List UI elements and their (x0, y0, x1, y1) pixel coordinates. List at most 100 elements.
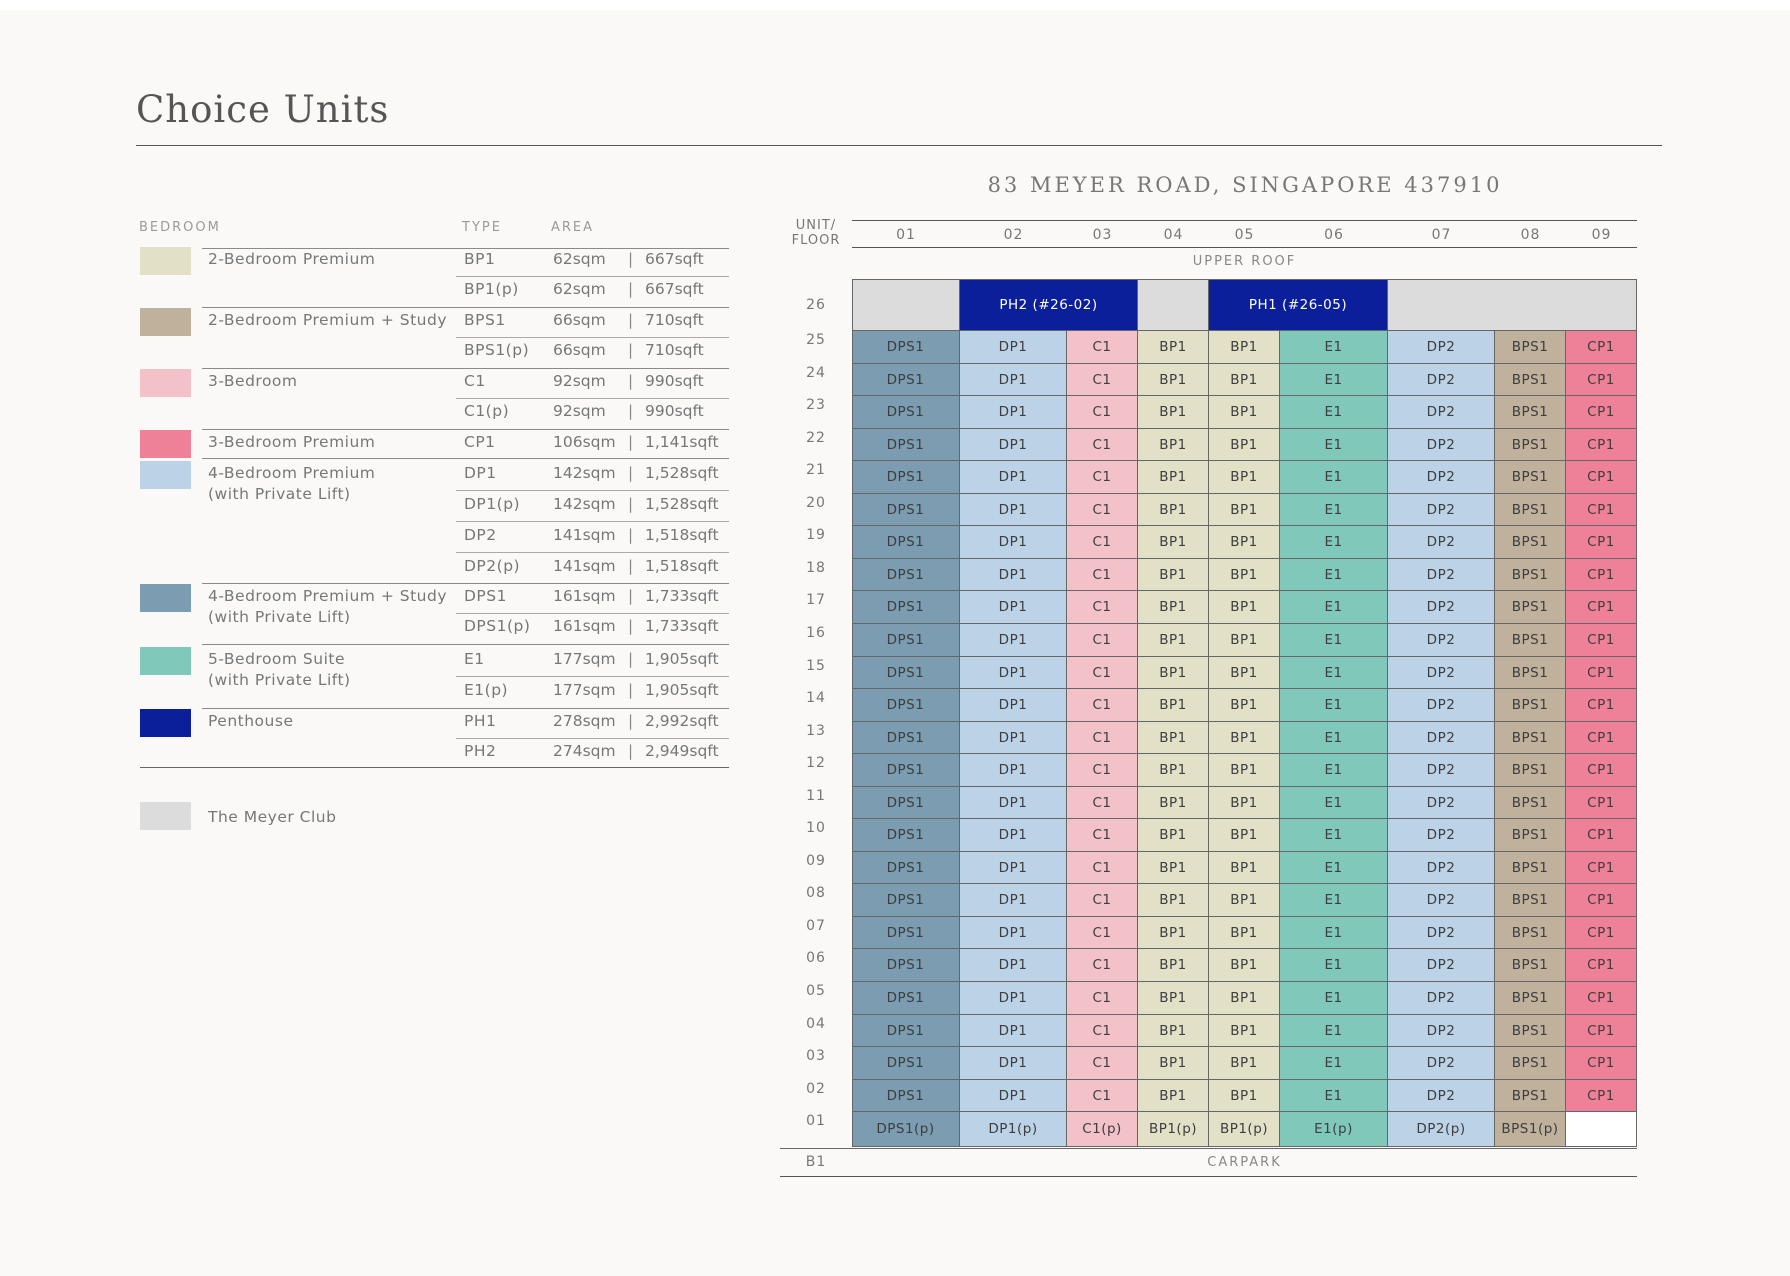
unit-cell: BP1 (1138, 722, 1209, 754)
legend-area-sqm: 66sqm (553, 311, 606, 329)
legend-type: BP1(p) (464, 280, 519, 298)
unit-cell: DP1 (960, 624, 1067, 657)
legend-area-sqft: 1,518sqft (645, 526, 719, 544)
club-cell (1388, 279, 1637, 331)
unit-cell: BP1 (1138, 982, 1209, 1015)
unit-cell: BP1 (1209, 657, 1280, 689)
unit-cell: BP1 (1138, 1015, 1209, 1047)
unit-cell: BP1 (1209, 461, 1280, 494)
floor-label-09: 09 (806, 852, 826, 869)
legend-category-ph: Penthouse (208, 712, 294, 730)
unit-cell: BPS1 (1495, 559, 1566, 591)
legend-area-separator: | (628, 464, 634, 482)
unit-cell: DP1 (960, 689, 1067, 722)
axis-label-unit: UNIT/ (795, 218, 837, 233)
floor-label-24: 24 (806, 364, 826, 381)
legend-category-rule-dps (202, 583, 729, 584)
unit-cell: DP2 (1388, 591, 1495, 624)
legend-area-separator: | (628, 250, 634, 268)
unit-cell: CP1 (1566, 1015, 1637, 1047)
legend-category-e-note: (with Private Lift) (208, 671, 351, 689)
unit-cell: DPS1 (852, 884, 960, 917)
legend-area-sqft: 990sqft (645, 402, 704, 420)
floor-label-05: 05 (806, 983, 826, 999)
floor-label-02: 02 (806, 1080, 826, 1097)
legend-category-rule-cp (202, 429, 729, 430)
legend-area-sqm: 106sqm (553, 433, 616, 451)
legend-area-sqft: 990sqft (645, 372, 704, 390)
unit-cell: DP2 (1388, 657, 1495, 689)
unit-grid: PH2 (#26-02) PH1 (#26-05) DPS1 DP1 C1 BP1 BP1 E… (852, 279, 1637, 1147)
unit-cell: BP1 (1138, 917, 1209, 949)
unit-cell: DPS1 (852, 982, 960, 1015)
legend-type: E1(p) (464, 681, 509, 699)
unit-cell: E1 (1280, 884, 1388, 917)
unit-cell: C1 (1067, 591, 1138, 624)
club-cell (852, 279, 960, 331)
unit-cell: DPS1 (852, 754, 960, 787)
legend-swatch-e (140, 647, 191, 675)
unit-cell: DP2 (1388, 526, 1495, 559)
legend-area-sqm: 141sqm (553, 526, 616, 544)
column-label-05: 05 (1234, 227, 1255, 243)
unit-cell: BP1 (1209, 559, 1280, 591)
legend-type: BP1 (464, 250, 496, 268)
column-label-07: 07 (1431, 227, 1452, 243)
legend-type: E1 (464, 650, 485, 668)
legend-area-separator: | (628, 311, 634, 329)
legend-swatch-cp (140, 430, 191, 458)
unit-cell: BP1 (1209, 396, 1280, 429)
legend-category-rule-dp (202, 458, 729, 459)
floor-label-14: 14 (806, 690, 826, 707)
unit-cell: CP1 (1566, 722, 1637, 754)
unit-cell: DP1 (960, 364, 1067, 396)
unit-cell: BP1 (1209, 787, 1280, 819)
area-header: AREA (551, 220, 595, 235)
legend-category-rule-e (202, 644, 729, 645)
unit-cell: DP2 (1388, 429, 1495, 461)
unit-cell: CP1 (1566, 949, 1637, 982)
unit-cell: BP1 (1138, 591, 1209, 624)
bedroom-header: BEDROOM (139, 220, 221, 235)
unit-cell: C1 (1067, 754, 1138, 787)
legend-area-separator: | (628, 495, 634, 513)
unit-cell: BP1 (1209, 917, 1280, 949)
legend-area-sqm: 177sqm (553, 681, 616, 699)
unit-cell: DP1 (960, 591, 1067, 624)
unit-cell: E1 (1280, 754, 1388, 787)
unit-cell: DPS1 (852, 689, 960, 722)
column-label-09: 09 (1591, 227, 1612, 243)
legend-type: DP1 (464, 464, 497, 482)
upper-roof-label: UPPER ROOF (1192, 254, 1297, 269)
legend-type: C1 (464, 372, 486, 390)
unit-cell: C1 (1067, 461, 1138, 494)
legend-area-separator: | (628, 280, 634, 298)
legend-type: PH1 (464, 712, 497, 730)
unit-cell: BP1 (1138, 429, 1209, 461)
legend-area-sqm: 142sqm (553, 464, 616, 482)
unit-cell: BP1 (1138, 364, 1209, 396)
unit-cell: C1 (1067, 429, 1138, 461)
unit-cell: E1 (1280, 461, 1388, 494)
unit-cell: CP1 (1566, 754, 1637, 787)
unit-cell: DP1 (960, 982, 1067, 1015)
unit-cell: DPS1 (852, 722, 960, 754)
unit-cell: C1 (1067, 787, 1138, 819)
unit-cell: BP1 (1209, 591, 1280, 624)
unit-cell: CP1 (1566, 331, 1637, 364)
unit-cell: DP1 (960, 949, 1067, 982)
unit-cell: BP1 (1209, 624, 1280, 657)
legend-category-dps-note: (with Private Lift) (208, 608, 351, 626)
unit-cell: BP1 (1138, 494, 1209, 526)
legend-area-sqm: 92sqm (553, 402, 606, 420)
unit-cell: C1 (1067, 559, 1138, 591)
unit-cell: DP1 (960, 1080, 1067, 1112)
legend-area-sqm: 177sqm (553, 650, 616, 668)
floor-label-07: 07 (806, 917, 826, 934)
legend-area-separator: | (628, 402, 634, 420)
unit-cell: BPS1 (1495, 657, 1566, 689)
unit-cell: E1 (1280, 657, 1388, 689)
unit-cell: BPS1 (1495, 917, 1566, 949)
unit-cell: DP2 (1388, 364, 1495, 396)
legend-type-rule-dp (456, 552, 729, 553)
